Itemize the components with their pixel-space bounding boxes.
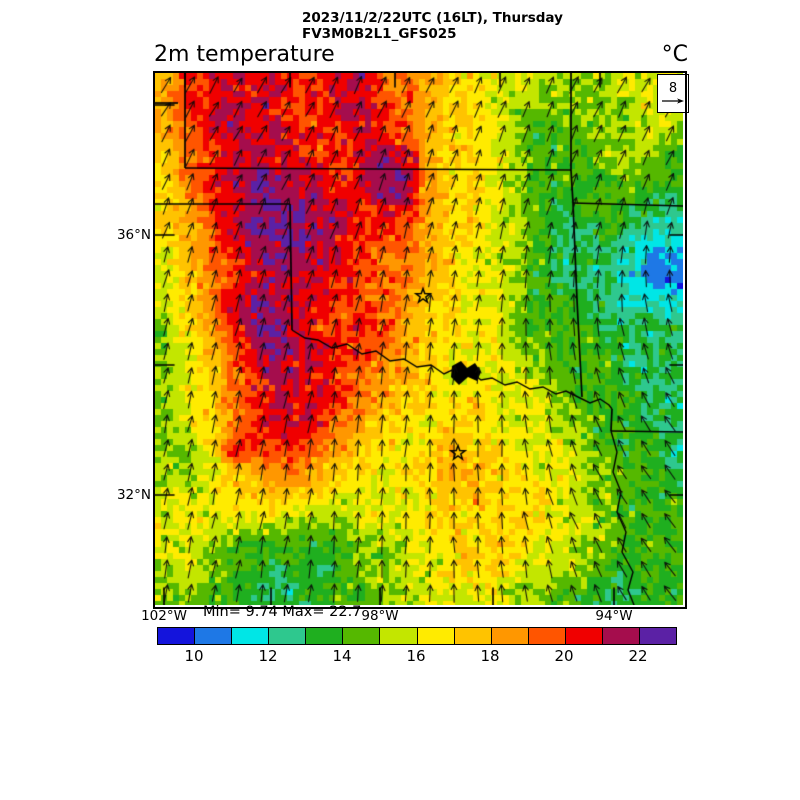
colorbar-segment-16: [417, 628, 455, 644]
colorbar-tick-label: 12: [258, 647, 278, 665]
colorbar-segment-19: [528, 628, 566, 644]
reference-vector-value: 8: [668, 81, 678, 96]
colorbar-segment-9: [158, 628, 196, 644]
lon-tick-label-94w: 94°W: [595, 608, 633, 624]
colorbar-segment-14: [343, 628, 381, 644]
colorbar-segment-18: [491, 628, 529, 644]
min-max-stats: Min= 9.74 Max= 22.7: [203, 604, 362, 620]
plot-title: 2023/11/2/22UTC (16LT), Thursday FV3M0B2…: [302, 10, 563, 42]
colorbar-segment-20: [565, 628, 603, 644]
reference-vector-box: 8: [657, 74, 689, 113]
colorbar-segment-15: [380, 628, 418, 644]
lat-tick-label-36n: 36°N: [116, 227, 151, 243]
colorbar-segment-13: [306, 628, 344, 644]
colorbar-tick-label: 16: [406, 647, 426, 665]
colorbar-tick-label: 14: [332, 647, 352, 665]
colorbar-segment-21: [602, 628, 641, 644]
temperature-colorbar: [157, 627, 677, 645]
colorbar-segment-10: [195, 628, 233, 644]
colorbar-segment-17: [454, 628, 492, 644]
colorbar-tick-label: 20: [554, 647, 574, 665]
colorbar-segment-11: [232, 628, 270, 644]
plot-title-line2: FV3M0B2L1_GFS025: [302, 26, 457, 42]
colorbar-segment-12: [269, 628, 307, 644]
lat-tick-label-32n: 32°N: [116, 487, 151, 503]
plot-title-line1: 2023/11/2/22UTC (16LT), Thursday: [302, 10, 563, 26]
colorbar-tick-label: 10: [184, 647, 204, 665]
field-label: 2m temperature: [154, 42, 335, 67]
reference-arrow-icon: [662, 98, 684, 104]
lon-tick-label-102w: 102°W: [141, 608, 187, 624]
units-label: °C: [661, 42, 688, 67]
colorbar-tick-label: 22: [628, 647, 648, 665]
temperature-map-canvas: [155, 73, 683, 605]
lon-tick-label-98w: 98°W: [361, 608, 399, 624]
colorbar-segment-22: [640, 628, 677, 644]
colorbar-tick-label: 18: [480, 647, 500, 665]
